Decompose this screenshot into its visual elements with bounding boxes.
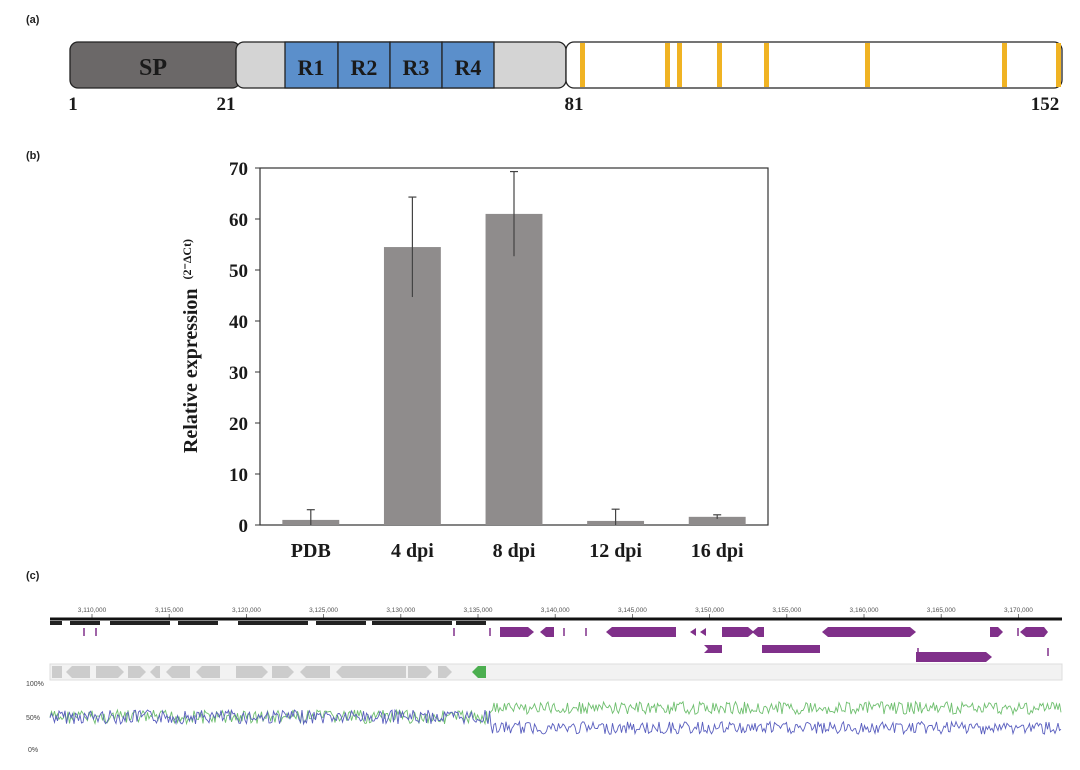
ruler-tick-label: 3,165,000 xyxy=(927,607,956,614)
gene-arrow xyxy=(830,627,916,637)
gene-arrow xyxy=(704,645,722,653)
gene-arrow xyxy=(762,645,820,653)
cys-marker xyxy=(764,43,769,87)
contig-blocks xyxy=(50,621,486,625)
x-axis: PDB 4 dpi 8 dpi 12 dpi 16 dpi xyxy=(291,540,744,562)
ruler-tick-label: 3,135,000 xyxy=(464,607,493,614)
position-152: 152 xyxy=(1031,94,1060,115)
ruler-tick-label: 3,115,000 xyxy=(155,607,184,614)
x-tick-label: 4 dpi xyxy=(391,540,434,562)
gene-arrow xyxy=(722,627,754,637)
expression-bar-chart: 0 10 20 30 40 50 60 70 PDB 4 dpi 8 dpi 12 dpi 16 dp… xyxy=(180,159,769,562)
panel-label-b: (b) xyxy=(26,150,41,162)
y-tick-label: 50 xyxy=(229,261,248,282)
gc-scale-100: 100% xyxy=(26,681,44,688)
ruler-tick-label: 3,110,000 xyxy=(78,607,107,614)
ruler-tick-label: 3,130,000 xyxy=(386,607,415,614)
position-1: 1 xyxy=(68,94,78,115)
cysteine-markers xyxy=(580,43,1061,87)
x-tick-label: PDB xyxy=(291,540,331,562)
cys-marker xyxy=(677,43,682,87)
grey-track-bg xyxy=(49,663,1063,681)
bar xyxy=(688,516,746,525)
cys-marker xyxy=(1002,43,1007,87)
r4-label: R4 xyxy=(455,55,482,80)
y-tick-label: 60 xyxy=(229,210,248,231)
r2-label: R2 xyxy=(351,55,378,80)
gene-arrow xyxy=(500,627,534,637)
x-tick-label: 8 dpi xyxy=(493,540,536,562)
ruler-tick-label: 3,120,000 xyxy=(232,607,261,614)
cys-marker xyxy=(865,43,870,87)
gene-arrow xyxy=(540,627,554,637)
small-ticks-top xyxy=(83,628,1049,656)
gc-line-blue xyxy=(49,708,1062,736)
x-tick-label: 16 dpi xyxy=(691,540,744,562)
gene-arrow xyxy=(700,628,706,636)
gene-track-reverse xyxy=(704,645,992,662)
ruler: 3,110,000 3,115,000 3,120,000 3,125,000 3,13… xyxy=(78,607,1033,618)
domain-map: SP R1 R2 R3 R4 1 21 81 152 xyxy=(68,41,1063,115)
gene-arrow xyxy=(990,627,1003,637)
ruler-tick-label: 3,170,000 xyxy=(1004,607,1033,614)
y-tick-label: 20 xyxy=(229,414,248,435)
gene-track-forward xyxy=(500,627,1048,637)
panel-label-c: (c) xyxy=(26,570,40,582)
c-terminal-domain xyxy=(565,41,1063,89)
y-axis-unit: (2⁻ΔCt) xyxy=(180,239,194,280)
ruler-tick-label: 3,125,000 xyxy=(309,607,338,614)
ruler-tick-label: 3,145,000 xyxy=(618,607,647,614)
gene-arrow xyxy=(1020,627,1048,637)
x-tick-label: 12 dpi xyxy=(589,540,642,562)
gc-line-green xyxy=(49,700,1062,726)
y-tick-label: 30 xyxy=(229,363,248,384)
r1-label: R1 xyxy=(298,55,325,80)
ruler-tick-label: 3,150,000 xyxy=(695,607,724,614)
gc-scale-50: 50% xyxy=(26,715,40,722)
y-tick-label: 70 xyxy=(229,159,248,180)
gene-arrow xyxy=(916,652,992,662)
y-axis-label: Relative expression xyxy=(180,288,202,453)
cys-marker xyxy=(665,43,670,87)
ruler-tick-label: 3,160,000 xyxy=(850,607,879,614)
ruler-tick-label: 3,140,000 xyxy=(541,607,570,614)
gc-scale-0: 0% xyxy=(28,747,38,754)
cys-marker xyxy=(580,43,585,87)
position-81: 81 xyxy=(565,94,584,115)
position-21: 21 xyxy=(217,94,236,115)
y-tick-label: 0 xyxy=(239,516,249,537)
gene-arrow xyxy=(752,627,764,637)
bars xyxy=(282,170,746,526)
r3-label: R3 xyxy=(403,55,430,80)
y-tick-label: 40 xyxy=(229,312,248,333)
ruler-tick-label: 3,155,000 xyxy=(772,607,801,614)
cys-marker xyxy=(1056,43,1061,87)
grey-gene-track xyxy=(52,666,452,678)
gene-arrow xyxy=(690,628,696,636)
highlighted-gene xyxy=(472,666,486,678)
gc-skew-plot xyxy=(49,700,1062,736)
gene-arrow xyxy=(606,627,676,637)
y-tick-label: 10 xyxy=(229,465,248,486)
panel-label-a: (a) xyxy=(26,14,40,26)
y-axis: 0 10 20 30 40 50 60 70 xyxy=(229,159,260,537)
y-axis-title: Relative expression (2⁻ΔCt) xyxy=(180,239,202,453)
repeat-r2 xyxy=(337,41,391,89)
repeat-r4 xyxy=(441,41,495,89)
cys-marker xyxy=(717,43,722,87)
sp-label: SP xyxy=(139,55,167,81)
genome-browser: 3,110,000 3,115,000 3,120,000 3,125,000 3,13… xyxy=(26,607,1063,754)
bar xyxy=(485,213,543,525)
